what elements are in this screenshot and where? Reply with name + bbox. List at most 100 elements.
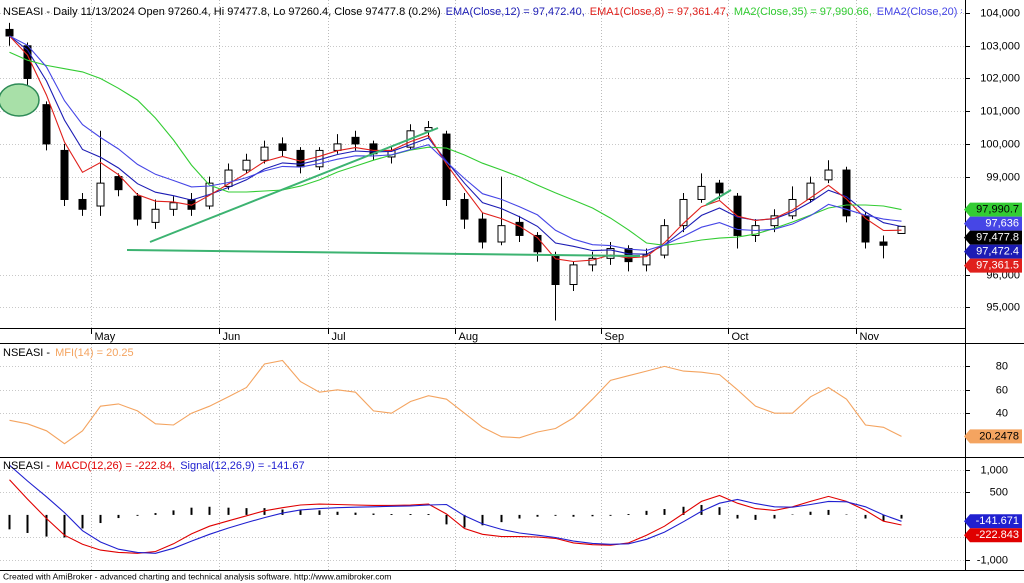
value-label: 97,361.5 [976, 260, 1019, 272]
candle-body [861, 215, 870, 243]
candle-body [642, 254, 651, 266]
candle-body [242, 159, 251, 171]
histogram-bar [536, 514, 539, 517]
indicator-line [9, 35, 902, 251]
x-tick-label: Jun [223, 331, 241, 343]
histogram-bar [663, 509, 666, 515]
histogram-bar [26, 514, 29, 533]
candle-body [606, 248, 615, 259]
legend: NSEASI - Daily 11/13/2024 Open 97260.4, … [3, 6, 967, 18]
histogram-bar [318, 510, 321, 515]
y-tick-label: 40 [996, 407, 1008, 419]
histogram-bar [372, 513, 375, 515]
candle-body [224, 169, 233, 187]
candle-body [478, 218, 487, 243]
histogram-bar [554, 514, 557, 516]
histogram-bar [99, 514, 102, 524]
value-label-box [964, 514, 1022, 529]
histogram-bar [245, 508, 248, 515]
candle-body [133, 195, 142, 220]
legend-entry: EMA1(Close,8) = 97,361.47, [590, 6, 729, 18]
candle-body [114, 176, 123, 191]
trend-line [149, 127, 439, 243]
candle-body [770, 215, 779, 227]
y-tick-label: 95,000 [986, 301, 1020, 313]
histogram-bar [409, 514, 412, 515]
y-tick-label: 102,000 [980, 72, 1020, 84]
histogram-bar [445, 514, 448, 525]
candle-body [824, 169, 833, 181]
x-tick-label: Aug [459, 331, 479, 343]
value-label: 97,477.8 [976, 232, 1019, 244]
histogram-bar [117, 514, 120, 519]
candle-body [96, 182, 105, 207]
candle-body [660, 225, 669, 256]
histogram-bar [864, 514, 867, 519]
candle-body [278, 143, 287, 151]
value-label-box [964, 202, 1022, 217]
x-tick-label: Oct [732, 331, 749, 343]
indicator-line [9, 479, 902, 554]
candle-body [497, 225, 506, 243]
legend-entry: Signal(12,26,9) = -141.67 [180, 460, 304, 472]
candle-body [78, 198, 87, 210]
histogram-bar [463, 514, 466, 528]
legend-entry: MA2(Close,35) = 97,990.66, [734, 6, 872, 18]
histogram-bar [754, 514, 757, 520]
x-tick-label: May [95, 331, 116, 343]
indicator-line [9, 51, 902, 246]
chart-layer: May Jun Jul Aug Sep Oct Nov95,00096,00099,0001… [0, 0, 1024, 571]
value-label: 20.2478 [979, 430, 1019, 442]
highlight-ellipse [0, 83, 40, 117]
trend-line [705, 189, 732, 206]
histogram-bar [172, 510, 175, 515]
y-tick-label: 100,000 [980, 138, 1020, 150]
x-tick-label: Jul [332, 331, 346, 343]
histogram-bar [500, 514, 503, 523]
indicator-line [9, 464, 902, 554]
histogram-bar [8, 514, 11, 530]
candle-body [5, 28, 14, 37]
histogram-bar [518, 514, 521, 519]
histogram-bar [281, 509, 284, 515]
candle-body [842, 169, 851, 217]
candle-body [879, 241, 888, 246]
legend-entry: MACD(12,26) = -222.84, [55, 460, 175, 472]
y-tick-label: 101,000 [980, 105, 1020, 117]
histogram-bar [882, 514, 885, 522]
candle-body [588, 257, 597, 266]
candle-body [333, 143, 342, 151]
y-tick-label: 104,000 [980, 7, 1020, 19]
candle-body [169, 202, 178, 210]
value-label-box [964, 244, 1022, 259]
value-label-box [964, 230, 1022, 245]
legend: NSEASI - MFI(14) = 20.25 [3, 347, 134, 359]
candle-body [42, 104, 51, 145]
pane-title: NSEASI - [3, 460, 50, 472]
histogram-bar [63, 514, 66, 538]
histogram-bar [45, 514, 48, 537]
support-line [126, 249, 641, 257]
value-label: -222.843 [976, 529, 1019, 541]
histogram-bar [427, 514, 430, 515]
y-tick-label: 1,000 [980, 464, 1008, 476]
value-label-box [964, 429, 1022, 444]
histogram-bar [190, 507, 193, 515]
y-tick-label: 60 [996, 384, 1008, 396]
footer: Created with AmiBroker - advanced charti… [3, 571, 391, 581]
histogram-bar [827, 509, 830, 515]
value-label-box [964, 528, 1022, 543]
trend-drawings [0, 83, 732, 257]
candle-body [442, 133, 451, 200]
value-label-box [964, 216, 1022, 231]
legend-entry: EMA2(Close,20) = [877, 6, 967, 18]
pane-title: NSEASI - Daily 11/13/2024 Open 97260.4, … [3, 6, 441, 18]
candle-body [151, 208, 160, 223]
histogram-bar [900, 514, 903, 519]
histogram-bar [700, 504, 703, 515]
indicator-line [9, 35, 902, 263]
value-label: 97,636 [985, 218, 1019, 230]
candle-body [569, 264, 578, 286]
